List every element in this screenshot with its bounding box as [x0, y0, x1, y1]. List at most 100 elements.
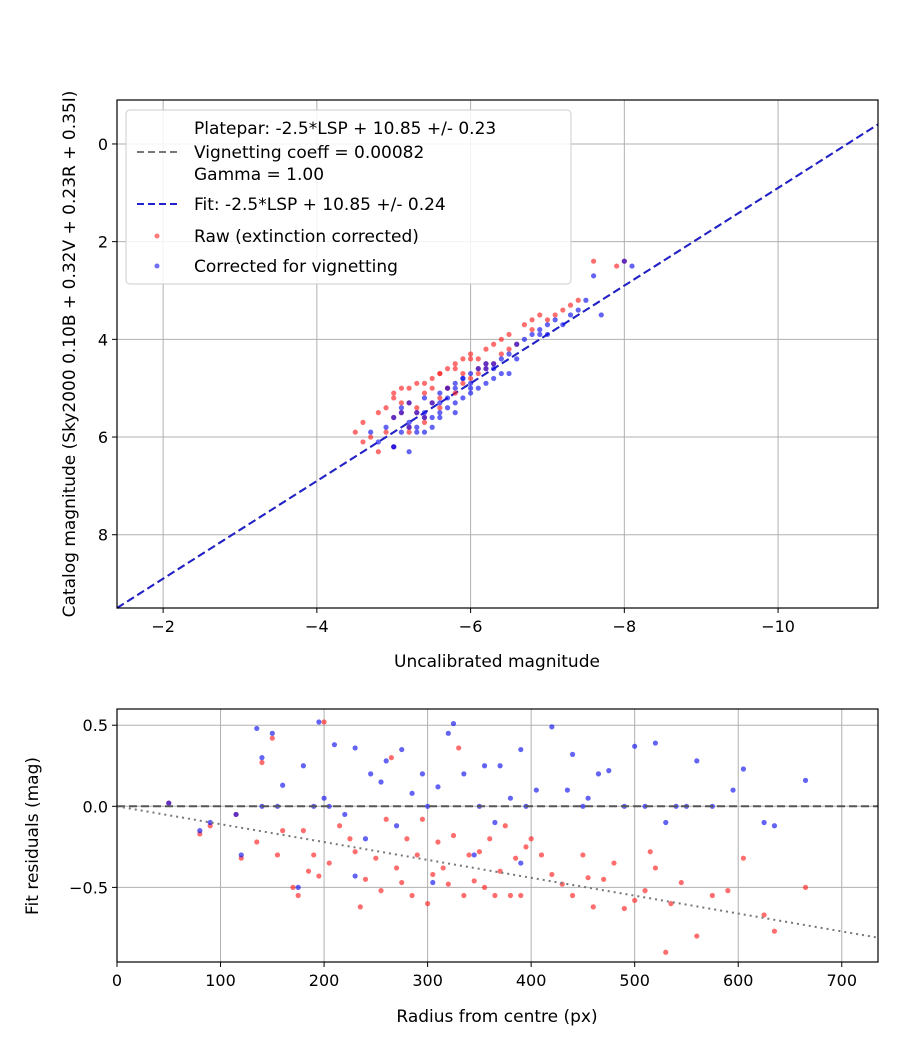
data-point-series-1	[580, 803, 586, 809]
data-point-series-1	[483, 366, 489, 372]
data-point-series-0	[740, 855, 747, 861]
data-point-series-1	[590, 273, 597, 279]
data-point-series-0	[362, 876, 369, 882]
data-point-series-1	[521, 336, 528, 342]
data-point-series-1	[300, 763, 306, 769]
data-point-series-1	[694, 758, 700, 764]
data-point-series-0	[528, 836, 534, 842]
data-point-series-1	[269, 730, 275, 736]
data-point-series-0	[429, 385, 435, 391]
data-point-series-1	[452, 385, 458, 391]
data-point-series-1	[460, 375, 466, 382]
legend-raw-label: Raw (extinction corrected)	[194, 227, 419, 247]
data-point-series-0	[518, 892, 524, 899]
data-point-series-1	[316, 719, 322, 725]
x-tick-label: −8	[613, 617, 637, 636]
data-point-series-0	[601, 876, 607, 882]
bottom-xticks: 0 100 200 300 400 500 600 700	[112, 962, 857, 990]
top-xticks: −2 −4 −6 −8 −10	[151, 608, 795, 636]
data-point-series-1	[421, 429, 428, 435]
data-point-series-0	[575, 297, 581, 303]
data-point-series-1	[437, 410, 443, 416]
data-point-series-1	[761, 819, 767, 826]
data-point-series-0	[274, 852, 281, 858]
data-point-series-0	[761, 912, 767, 918]
data-point-series-0	[421, 380, 428, 386]
y-tick-label: 4	[98, 330, 108, 349]
data-point-series-0	[461, 892, 467, 899]
data-point-series-0	[398, 385, 405, 391]
data-point-series-0	[414, 380, 420, 386]
data-point-series-1	[492, 819, 498, 826]
data-point-series-1	[621, 258, 627, 264]
data-point-series-0	[521, 322, 528, 328]
data-point-series-0	[437, 395, 443, 401]
x-tick-label: 400	[516, 971, 547, 990]
data-point-series-0	[502, 823, 508, 829]
data-point-series-0	[487, 836, 493, 842]
data-point-series-0	[492, 892, 498, 899]
data-point-series-1	[498, 356, 504, 362]
data-point-series-0	[352, 429, 358, 435]
data-point-series-1	[632, 743, 638, 749]
data-point-series-1	[393, 823, 400, 829]
data-point-series-1	[506, 351, 512, 357]
data-point-series-0	[430, 871, 436, 878]
data-point-series-1	[437, 390, 443, 396]
data-point-series-0	[452, 366, 458, 372]
data-point-series-1	[652, 740, 658, 746]
data-point-series-1	[544, 331, 551, 338]
x-tick-label: 700	[826, 971, 857, 990]
data-point-series-1	[207, 819, 213, 826]
data-point-series-0	[491, 341, 497, 347]
y-tick-label: 0	[98, 135, 108, 154]
top-legend: Platepar: -2.5*LSP + 10.85 +/- 0.23 Vign…	[125, 109, 572, 285]
data-point-series-1	[259, 755, 265, 761]
data-point-series-0	[360, 419, 366, 425]
data-point-series-0	[467, 351, 474, 357]
data-point-series-1	[409, 790, 415, 796]
data-point-series-1	[481, 763, 488, 769]
data-point-series-0	[652, 865, 658, 871]
data-point-series-1	[471, 852, 477, 858]
legend-box	[125, 109, 572, 285]
data-point-series-0	[419, 816, 426, 822]
y-tick-label: 2	[98, 233, 108, 252]
data-point-series-1	[537, 326, 543, 333]
data-point-series-0	[471, 878, 477, 884]
data-point-series-0	[321, 719, 327, 725]
top-yticks: 0 2 4 6 8	[98, 135, 117, 545]
data-point-series-1	[518, 746, 524, 753]
data-point-series-0	[498, 351, 504, 357]
data-point-series-1	[444, 405, 451, 411]
data-point-series-1	[598, 312, 604, 318]
legend-platepar-line3: Gamma = 1.00	[194, 165, 324, 185]
data-point-series-1	[461, 771, 467, 777]
data-point-series-1	[445, 730, 451, 736]
data-point-series-1	[425, 803, 431, 809]
top-lines	[116, 123, 879, 609]
data-point-series-1	[254, 725, 260, 732]
data-point-series-1	[740, 766, 747, 772]
data-point-series-0	[529, 326, 535, 333]
data-point-series-0	[300, 828, 306, 834]
data-point-series-1	[233, 811, 239, 818]
data-point-series-0	[404, 836, 410, 842]
data-point-series-1	[398, 405, 405, 411]
data-point-series-1	[383, 758, 389, 764]
data-point-series-0	[391, 395, 397, 401]
data-point-series-1	[452, 410, 458, 416]
data-point-series-0	[414, 405, 420, 411]
data-point-series-0	[771, 928, 778, 934]
data-point-series-0	[437, 370, 443, 377]
bottom-x-axis-label: Radius from centre (px)	[396, 1007, 597, 1027]
data-point-series-1	[421, 395, 428, 401]
data-point-series-0	[445, 881, 451, 887]
data-point-series-1	[514, 356, 520, 362]
data-point-series-0	[590, 258, 597, 264]
data-point-series-0	[621, 905, 627, 912]
data-point-series-0	[460, 370, 466, 377]
data-point-series-1	[533, 787, 539, 793]
data-point-series-1	[552, 317, 558, 323]
data-point-series-1	[444, 385, 451, 391]
